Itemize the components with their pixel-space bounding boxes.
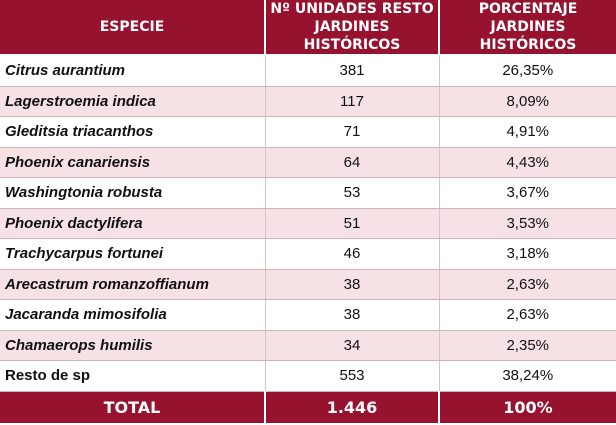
header-units: Nº UNIDADES RESTO JARDINES HISTÓRICOS	[265, 0, 440, 56]
species-name: Phoenix canariensis	[0, 147, 266, 178]
table-row: Washingtonia robusta 53 3,67%	[0, 177, 616, 209]
table-row: Phoenix canariensis 64 4,43%	[0, 147, 616, 178]
units-cell: 38	[265, 299, 440, 331]
species-name: Gleditsia triacanthos	[0, 116, 266, 148]
species-name: Resto de sp	[0, 360, 266, 392]
table-row: Jacaranda mimosifolia 38 2,63%	[0, 299, 616, 331]
percent-cell: 3,53%	[439, 208, 616, 239]
header-species: ESPECIE	[0, 0, 266, 56]
units-cell: 553	[265, 360, 440, 392]
percent-cell: 4,91%	[439, 116, 616, 148]
percent-cell: 38,24%	[439, 360, 616, 392]
species-name: Chamaerops humilis	[0, 330, 266, 361]
species-name: Jacaranda mimosifolia	[0, 299, 266, 331]
table-row: Citrus aurantium 381 26,35%	[0, 55, 616, 87]
table-row: Gleditsia triacanthos 71 4,91%	[0, 116, 616, 148]
units-cell: 51	[265, 208, 440, 239]
percent-cell: 26,35%	[439, 55, 616, 87]
table-row: Arecastrum romanzoffianum 38 2,63%	[0, 269, 616, 300]
units-cell: 34	[265, 330, 440, 361]
units-cell: 117	[265, 86, 440, 117]
species-name: Trachycarpus fortunei	[0, 238, 266, 270]
table-row: Chamaerops humilis 34 2,35%	[0, 330, 616, 361]
species-name: Phoenix dactylifera	[0, 208, 266, 239]
total-label: TOTAL	[0, 391, 266, 423]
table-row: Lagerstroemia indica 117 8,09%	[0, 86, 616, 117]
percent-cell: 2,63%	[439, 269, 616, 300]
header-percent: PORCENTAJE JARDINES HISTÓRICOS	[439, 0, 616, 56]
percent-cell: 3,18%	[439, 238, 616, 270]
units-cell: 53	[265, 177, 440, 209]
species-name: Citrus aurantium	[0, 55, 266, 87]
units-cell: 71	[265, 116, 440, 148]
total-percent: 100%	[439, 391, 616, 423]
units-cell: 46	[265, 238, 440, 270]
percent-cell: 3,67%	[439, 177, 616, 209]
header-row: ESPECIE Nº UNIDADES RESTO JARDINES HISTÓ…	[0, 0, 616, 56]
units-cell: 64	[265, 147, 440, 178]
percent-cell: 4,43%	[439, 147, 616, 178]
table-row: Resto de sp 553 38,24%	[0, 360, 616, 392]
species-name: Arecastrum romanzoffianum	[0, 269, 266, 300]
percent-cell: 2,63%	[439, 299, 616, 331]
table-row: Trachycarpus fortunei 46 3,18%	[0, 238, 616, 270]
percent-cell: 8,09%	[439, 86, 616, 117]
total-units: 1.446	[265, 391, 440, 423]
table-row: Phoenix dactylifera 51 3,53%	[0, 208, 616, 239]
species-name: Washingtonia robusta	[0, 177, 266, 209]
species-name: Lagerstroemia indica	[0, 86, 266, 117]
units-cell: 381	[265, 55, 440, 87]
total-row: TOTAL 1.446 100%	[0, 391, 616, 423]
units-cell: 38	[265, 269, 440, 300]
percent-cell: 2,35%	[439, 330, 616, 361]
